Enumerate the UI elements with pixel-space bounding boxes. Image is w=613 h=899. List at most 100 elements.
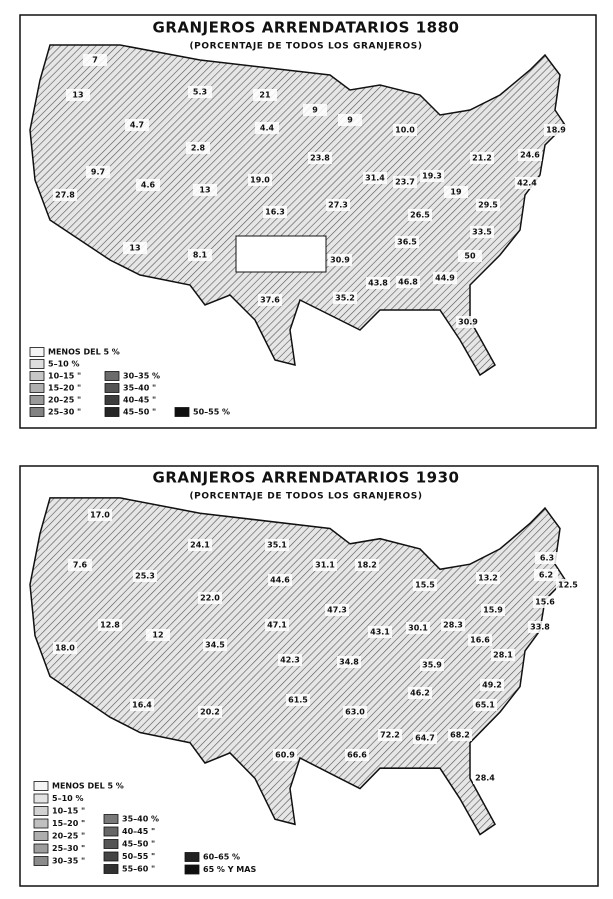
state-value: 35.2 bbox=[335, 294, 355, 303]
legend-label: 5–10 % bbox=[52, 794, 84, 803]
label-box bbox=[333, 292, 357, 304]
state-value: 65.1 bbox=[475, 701, 495, 710]
state-value: 44.6 bbox=[270, 576, 290, 585]
label-box bbox=[470, 152, 494, 164]
state-value: 47.1 bbox=[267, 621, 287, 630]
label-box bbox=[125, 119, 149, 131]
legend-label: 15–20 " bbox=[48, 384, 81, 393]
label-box bbox=[441, 619, 465, 631]
label-box bbox=[556, 579, 580, 591]
label-box bbox=[476, 572, 500, 584]
panel-frame bbox=[19, 14, 597, 429]
state-value: 12 bbox=[152, 631, 163, 640]
state-value: 24.1 bbox=[190, 541, 210, 550]
label-box bbox=[406, 622, 430, 634]
state-value: 66.6 bbox=[347, 751, 367, 760]
legend-label: 5–10 % bbox=[48, 360, 80, 369]
label-box bbox=[83, 54, 107, 66]
state-value: 27.3 bbox=[328, 201, 348, 210]
state-value: 35.1 bbox=[267, 541, 287, 550]
legend-swatch bbox=[33, 856, 49, 866]
state-value: 13.2 bbox=[478, 574, 498, 583]
legend-label: 40–45 " bbox=[123, 396, 156, 405]
state-value: 33.5 bbox=[472, 228, 492, 237]
label-box bbox=[378, 729, 402, 741]
label-box bbox=[186, 142, 210, 154]
state-value: 64.7 bbox=[415, 734, 435, 743]
state-value: 8.1 bbox=[193, 251, 208, 260]
legend-swatch bbox=[33, 831, 49, 841]
state-value: 43.8 bbox=[368, 279, 388, 288]
state-value: 44.9 bbox=[435, 274, 455, 283]
legend-label: 10–15 " bbox=[48, 372, 81, 381]
label-box bbox=[458, 250, 482, 262]
label-box bbox=[515, 177, 539, 189]
label-box bbox=[535, 552, 559, 564]
legend-swatch bbox=[29, 347, 45, 357]
state-value: 72.2 bbox=[380, 731, 400, 740]
label-box bbox=[265, 539, 289, 551]
state-value: 22.0 bbox=[200, 594, 220, 603]
label-box bbox=[68, 559, 92, 571]
label-box bbox=[480, 679, 504, 691]
state-value: 9.7 bbox=[91, 168, 105, 177]
state-value: 28.1 bbox=[493, 651, 513, 660]
label-box bbox=[544, 124, 568, 136]
label-box bbox=[470, 226, 494, 238]
state-value: 4.4 bbox=[260, 124, 275, 133]
state-value: 21.2 bbox=[472, 154, 492, 163]
legend-swatch bbox=[184, 864, 200, 875]
label-box bbox=[278, 654, 302, 666]
unsettled-territory bbox=[235, 235, 327, 273]
state-value: 35.9 bbox=[422, 661, 442, 670]
state-value: 60.9 bbox=[275, 751, 295, 760]
legend-label: 50–55 " bbox=[122, 852, 155, 861]
state-value: 16.4 bbox=[132, 701, 152, 710]
state-value: 19.3 bbox=[422, 172, 442, 181]
legend-swatch bbox=[103, 814, 119, 824]
label-box bbox=[363, 172, 387, 184]
state-value: 23.7 bbox=[395, 178, 415, 187]
state-value: 61.5 bbox=[288, 696, 308, 705]
legend-label: 25–30 " bbox=[52, 844, 85, 853]
label-box bbox=[188, 249, 212, 261]
state-value: 36.5 bbox=[397, 238, 417, 247]
legend-swatch bbox=[33, 793, 49, 804]
legend-swatch bbox=[33, 781, 49, 791]
label-box bbox=[248, 174, 272, 186]
legend-swatch bbox=[174, 407, 190, 417]
label-box bbox=[393, 124, 417, 136]
legend-swatch bbox=[103, 864, 119, 874]
state-value: 24.6 bbox=[520, 151, 540, 160]
legend-label: 45–50 " bbox=[123, 408, 156, 417]
label-box bbox=[533, 596, 557, 608]
map-subtitle: (PORCENTAJE DE TODOS LOS GRANJEROS) bbox=[189, 42, 422, 52]
label-box bbox=[273, 749, 297, 761]
label-box bbox=[308, 152, 332, 164]
legend-label: 20–25 " bbox=[52, 832, 85, 841]
state-value: 46.2 bbox=[410, 689, 430, 698]
state-value: 2.8 bbox=[191, 144, 206, 153]
state-value: 16.6 bbox=[470, 636, 490, 645]
label-box bbox=[303, 104, 327, 116]
legend-label: 25–30 " bbox=[48, 408, 81, 417]
state-value: 7 bbox=[92, 56, 98, 65]
state-value: 5.3 bbox=[193, 88, 207, 97]
legend-swatch bbox=[103, 826, 119, 837]
state-value: 42.4 bbox=[517, 179, 537, 188]
state-value: 34.5 bbox=[205, 641, 225, 650]
panel-frame bbox=[19, 465, 599, 887]
state-value: 30.9 bbox=[330, 256, 350, 265]
label-box bbox=[473, 772, 497, 784]
label-box bbox=[198, 592, 222, 604]
state-value: 15.5 bbox=[415, 581, 435, 590]
legend-swatch bbox=[104, 407, 120, 417]
label-box bbox=[66, 89, 90, 101]
state-value: 18.0 bbox=[55, 644, 75, 653]
label-box bbox=[313, 559, 337, 571]
state-value: 9 bbox=[312, 106, 318, 115]
state-value: 34.8 bbox=[339, 658, 359, 667]
legend-label: 20–25 " bbox=[48, 396, 81, 405]
label-box bbox=[448, 729, 472, 741]
